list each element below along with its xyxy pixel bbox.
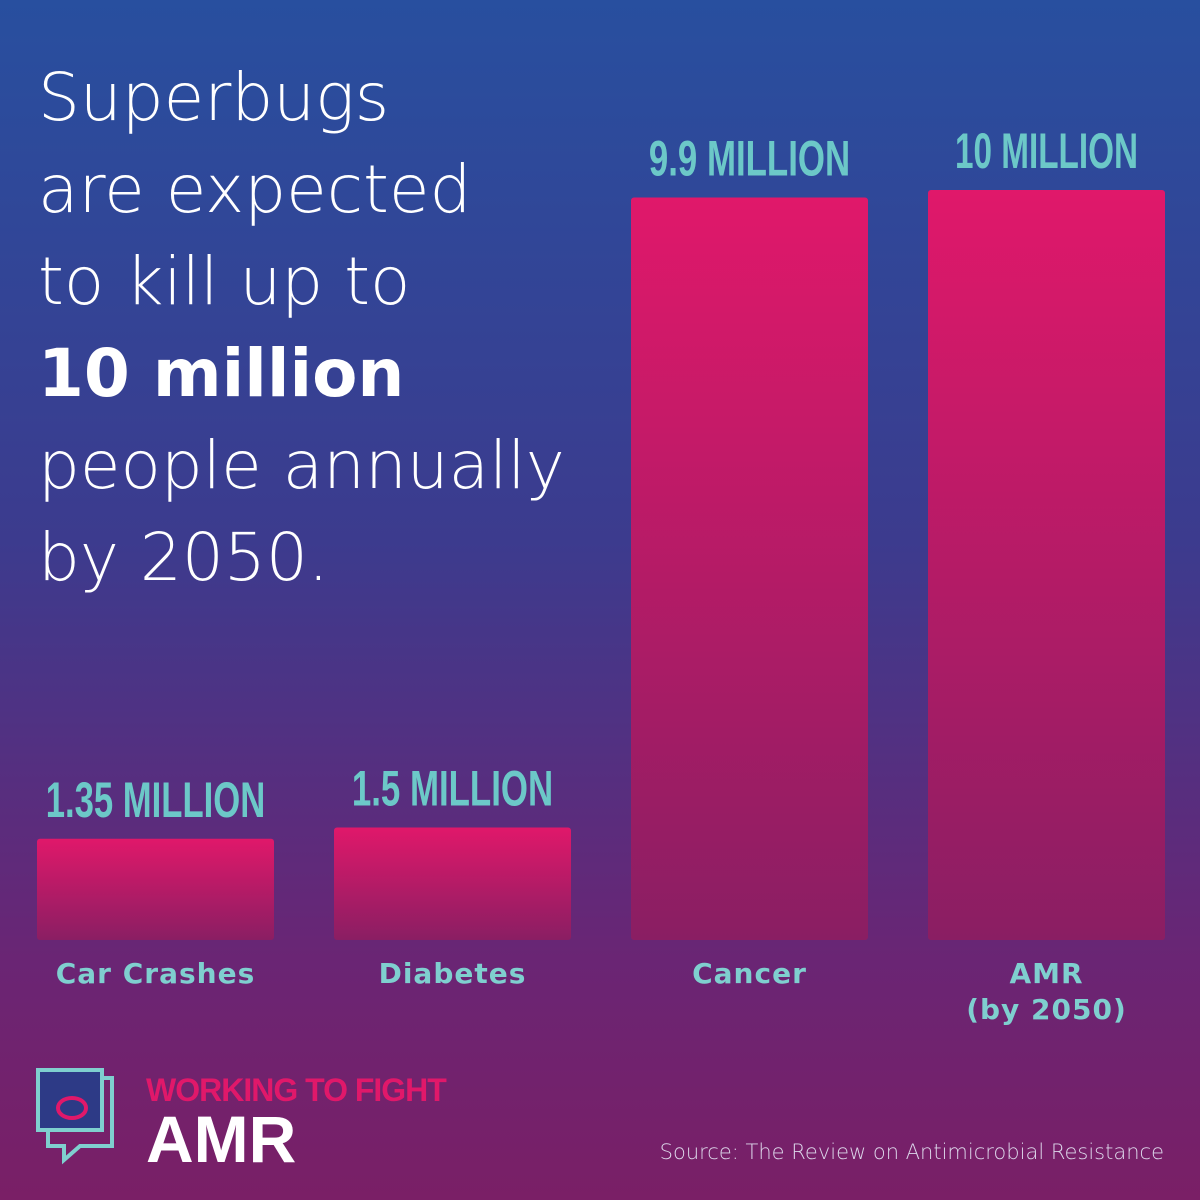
x-tick-label: AMR (by 2050)	[966, 957, 1127, 1026]
logo-icon	[36, 1068, 114, 1165]
bar	[334, 827, 571, 940]
headline-line: are expected	[38, 151, 472, 228]
value-label: 10 MILLION	[955, 123, 1138, 179]
logo-tagline: WORKING TO FIGHT	[146, 1072, 447, 1108]
source: Source: The Review on Antimicrobial Resi…	[659, 1140, 1164, 1164]
x-tick-label: Diabetes	[378, 957, 527, 990]
headline: Superbugs are expected to kill up to 10 mil…	[38, 52, 565, 604]
bar	[631, 197, 868, 940]
bar	[928, 190, 1165, 940]
x-tick-label: Cancer	[692, 957, 807, 990]
headline-line: people annually	[38, 427, 565, 504]
headline-line: 10 million	[38, 335, 405, 412]
value-label: 1.35 MILLION	[46, 772, 266, 828]
headline-line: to kill up to	[38, 243, 411, 320]
headline-line: by 2050.	[38, 519, 329, 596]
value-label: 1.5 MILLION	[352, 761, 553, 817]
headline-line: Superbugs	[38, 59, 390, 136]
value-label: 9.9 MILLION	[649, 131, 850, 187]
bar	[37, 838, 274, 940]
logo-name: AMR	[146, 1102, 297, 1176]
x-tick-label: Car Crashes	[55, 957, 256, 990]
